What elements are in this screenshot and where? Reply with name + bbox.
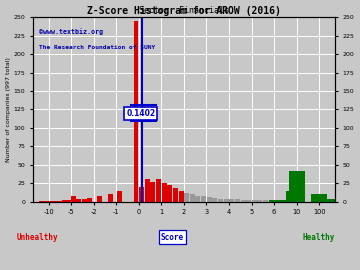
Text: Healthy: Healthy	[303, 232, 335, 242]
Bar	[286, 191, 302, 202]
Bar	[179, 191, 184, 202]
Text: ©www.textbiz.org: ©www.textbiz.org	[39, 28, 103, 35]
Bar	[76, 200, 81, 202]
Bar	[162, 183, 167, 202]
Bar	[275, 200, 280, 202]
Bar	[289, 171, 305, 202]
Bar	[279, 200, 284, 202]
Bar	[190, 194, 195, 202]
Bar	[117, 191, 122, 202]
Bar	[39, 201, 44, 202]
Bar	[57, 201, 62, 202]
Bar	[97, 196, 102, 202]
Text: Unhealthy: Unhealthy	[17, 232, 58, 242]
Bar	[53, 201, 58, 202]
Bar	[134, 21, 139, 202]
Title: Z-Score Histogram for AROW (2016): Z-Score Histogram for AROW (2016)	[87, 6, 281, 16]
Bar	[145, 180, 150, 202]
Text: Score: Score	[161, 232, 184, 242]
Bar	[82, 200, 87, 202]
Bar	[272, 200, 277, 202]
Bar	[224, 199, 229, 202]
Bar	[235, 200, 240, 202]
Bar	[184, 193, 189, 202]
Bar	[263, 200, 268, 202]
Bar	[311, 194, 327, 202]
Bar	[108, 194, 113, 202]
Bar	[218, 199, 223, 202]
Bar	[282, 200, 287, 202]
Bar	[269, 200, 274, 202]
Bar	[246, 200, 251, 202]
Bar	[167, 185, 172, 202]
Bar	[150, 182, 156, 202]
Bar	[229, 200, 234, 202]
Bar	[252, 200, 257, 202]
Bar	[62, 200, 67, 202]
Text: 0.1402: 0.1402	[126, 109, 156, 118]
Bar	[195, 196, 201, 202]
Bar	[44, 201, 49, 202]
Bar	[276, 200, 282, 202]
Bar	[173, 188, 178, 202]
Bar	[139, 187, 144, 202]
Bar	[281, 200, 286, 202]
Bar	[48, 201, 53, 202]
Bar	[87, 198, 93, 202]
Bar	[156, 180, 161, 202]
Bar	[71, 196, 76, 202]
Bar	[67, 200, 71, 202]
Bar	[274, 200, 279, 202]
Text: Sector: Financials: Sector: Financials	[139, 6, 229, 15]
Bar	[285, 200, 290, 202]
Text: The Research Foundation of SUNY: The Research Foundation of SUNY	[39, 45, 155, 50]
Bar	[278, 200, 283, 202]
Bar	[240, 200, 246, 202]
Y-axis label: Number of companies (997 total): Number of companies (997 total)	[5, 57, 10, 162]
Bar	[212, 198, 217, 202]
Bar	[257, 200, 262, 202]
Bar	[323, 200, 338, 202]
Bar	[284, 200, 288, 202]
Bar	[201, 197, 206, 202]
Bar	[207, 197, 212, 202]
